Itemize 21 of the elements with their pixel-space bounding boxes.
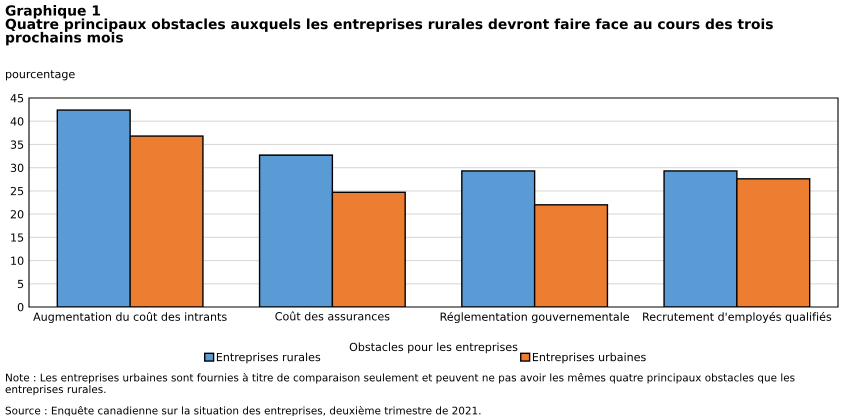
x-tick-label: Réglementation gouvernementale [440,312,630,324]
y-tick-label: 35 [10,140,24,149]
legend-label: Entreprises rurales [216,352,320,364]
y-tick-label: 20 [10,210,24,218]
y-axis-title: pourcentage [6,70,75,80]
y-tick-label: 0 [18,302,24,312]
legend-label: Entreprises urbaines [532,352,646,364]
y-tick-label: 15 [11,233,24,242]
x-tick-label: Augmentation du coût des intrants [33,312,227,324]
x-tick-label: Coût des assurances [275,311,390,320]
y-tick-label: 30 [10,164,24,172]
text: Note : Les entreprises urbaines sont fournies à titre de comparaison seulement et peuvent ne pas avoir les mêmes quatre principaux obstacles que les entreprises rurales. [6,373,795,396]
y-tick-label: 5 [18,280,24,288]
source-note: Source : Enquête canadienne sur la situation des entreprises, deuxième trimestre de 2021. [6,406,480,416]
x-tick-label: Recrutement d'employés qualifiés [643,312,832,324]
y-tick-label: 45 [10,94,24,102]
x-axis-title: Obstacles pour les entreprises [350,342,518,354]
chart-title: Graphique 1 Quatre principaux obstacles auxquels les entreprises rurales devront faire face au cours des trois prochains mois [6,5,773,46]
y-tick-label: 25 [10,186,24,196]
y-tick-label: 10 [11,256,24,265]
y-tick-label: 40 [10,117,24,126]
